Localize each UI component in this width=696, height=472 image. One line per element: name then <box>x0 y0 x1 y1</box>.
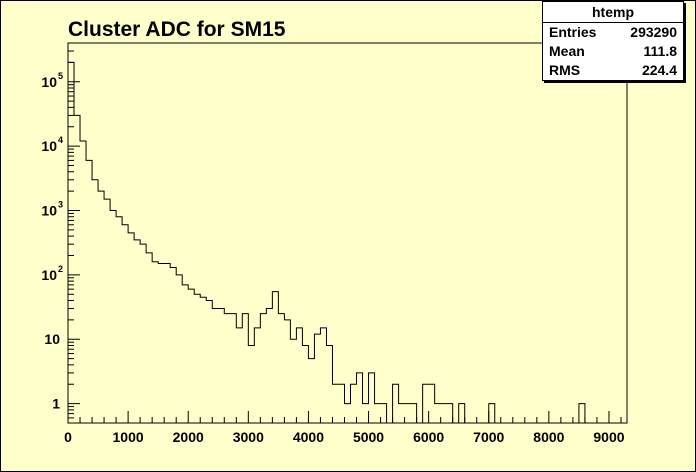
plot-frame <box>67 42 628 424</box>
histogram-series <box>67 61 627 424</box>
y-tick-label: 105 <box>41 71 63 90</box>
stats-name: htemp <box>543 2 683 23</box>
x-tick-label: 3000 <box>233 429 264 445</box>
stats-value: 111.8 <box>643 43 678 59</box>
stats-row-rms: RMS 224.4 <box>543 61 683 80</box>
stats-row-mean: Mean 111.8 <box>543 42 683 61</box>
chart-title: Cluster ADC for SM15 <box>68 18 286 41</box>
stats-label: Entries <box>549 24 597 40</box>
stats-box: htemp Entries 293290 Mean 111.8 RMS 224.… <box>542 1 684 81</box>
x-tick-label: 0 <box>64 429 72 445</box>
y-tick-label: 104 <box>41 135 63 154</box>
stats-row-entries: Entries 293290 <box>543 23 683 42</box>
x-tick-label: 6000 <box>413 429 444 445</box>
y-tick-label: 1 <box>52 396 60 412</box>
x-tick-label: 8000 <box>533 429 564 445</box>
y-tick-label: 103 <box>41 200 63 219</box>
stats-value: 224.4 <box>641 62 677 78</box>
x-tick-label: 1000 <box>113 429 144 445</box>
stats-label: Mean <box>549 43 585 59</box>
histogram-line <box>67 61 627 424</box>
x-tick-label: 5000 <box>353 429 384 445</box>
x-tick-label: 9000 <box>593 429 624 445</box>
x-tick-label: 7000 <box>473 429 504 445</box>
stats-value: 293290 <box>630 24 677 40</box>
x-tick-label: 2000 <box>173 429 204 445</box>
y-tick-label: 102 <box>41 264 63 283</box>
stats-label: RMS <box>549 62 581 78</box>
y-tick-label: 10 <box>44 331 60 347</box>
x-tick-label: 4000 <box>293 429 324 445</box>
